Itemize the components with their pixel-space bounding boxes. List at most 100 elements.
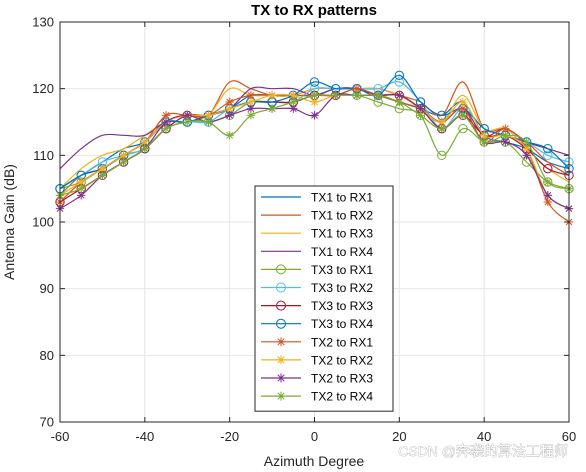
data-point: [437, 150, 447, 161]
x-tick-label: 60: [562, 429, 576, 444]
data-point: [183, 111, 192, 120]
legend-item: TX3 to RX2: [261, 281, 373, 295]
data-point: [501, 124, 510, 133]
data-point: [276, 264, 286, 275]
y-axis-label: Antenna Gain (dB): [1, 164, 17, 280]
data-point: [437, 124, 446, 133]
data-point: [246, 111, 256, 120]
data-point: [161, 111, 171, 120]
data-point: [331, 91, 340, 100]
data-point: [267, 91, 277, 100]
data-point: [310, 111, 319, 120]
data-point: [204, 117, 213, 127]
data-point: [276, 373, 286, 383]
legend-label: TX2 to RX3: [311, 372, 373, 386]
data-point: [352, 91, 362, 100]
data-point: [276, 282, 286, 293]
x-axis-label: Azimuth Degree: [264, 453, 365, 469]
data-point: [77, 177, 86, 187]
legend: TX1 to RX1 TX1 to RX2 TX1 to RX3 TX1 to RX4…: [254, 185, 394, 412]
x-tick-label: -60: [51, 429, 70, 444]
legend-label: TX3 to RX3: [311, 299, 373, 313]
x-tick-label: 20: [392, 429, 406, 444]
data-point: [225, 131, 234, 140]
legend-item: TX2 to RX3: [261, 372, 373, 386]
data-point: [416, 111, 425, 120]
data-point: [310, 91, 319, 100]
legend-item: TX1 to RX2: [261, 209, 373, 223]
legend-item: TX2 to RX1: [261, 335, 373, 349]
legend-item: TX1 to RX4: [261, 245, 373, 259]
legend-item: TX3 to RX4: [261, 317, 373, 331]
data-point: [140, 144, 150, 153]
x-tick-label: 40: [477, 429, 491, 444]
data-point: [225, 97, 234, 107]
legend-label: TX2 to RX4: [311, 390, 373, 404]
data-point: [543, 143, 553, 154]
x-tick-label: -20: [220, 429, 239, 444]
legend-item: TX1 to RX1: [261, 191, 373, 205]
y-tick-label: 70: [40, 415, 54, 430]
legend-item: TX3 to RX3: [261, 299, 373, 313]
x-tick-label: -40: [135, 429, 154, 444]
y-tick-label: 110: [33, 148, 54, 163]
y-tick-label: 80: [40, 348, 54, 363]
legend-label: TX2 to RX2: [311, 353, 373, 367]
y-tick-label: 100: [32, 215, 54, 230]
y-tick-label: 120: [32, 81, 54, 96]
legend-label: TX3 to RX2: [311, 281, 373, 295]
data-point: [458, 97, 468, 107]
data-point: [543, 191, 552, 200]
data-point: [225, 104, 234, 113]
legend-box: [254, 185, 394, 412]
data-point: [543, 163, 553, 174]
data-point: [501, 131, 510, 140]
legend-item: TX2 to RX2: [261, 353, 373, 367]
data-point: [543, 177, 552, 187]
data-point: [140, 137, 150, 147]
legend-label: TX3 to RX1: [311, 263, 373, 277]
data-point: [276, 337, 286, 347]
data-point: [543, 150, 553, 161]
legend-label: TX1 to RX1: [311, 191, 373, 205]
series-tx2-to-rx4: [55, 91, 574, 200]
data-point: [395, 97, 404, 107]
legend-item: TX3 to RX1: [261, 263, 373, 277]
data-point: [119, 157, 128, 167]
data-point: [276, 300, 286, 311]
data-point: [77, 184, 86, 193]
x-tick-label: 0: [311, 429, 318, 444]
data-point: [289, 97, 298, 107]
chart-title: TX to RX patterns: [251, 2, 377, 19]
data-point: [77, 191, 86, 200]
data-point: [479, 137, 489, 147]
data-point: [394, 70, 405, 81]
y-tick-label: 90: [40, 281, 54, 296]
data-point: [522, 151, 531, 160]
y-tick-label: 130: [32, 15, 54, 30]
data-point: [161, 124, 171, 133]
legend-label: TX2 to RX1: [311, 335, 373, 349]
data-point: [276, 318, 286, 329]
data-point: [267, 104, 277, 113]
watermark: CSDN @奔袭的算法工程师: [398, 443, 568, 459]
legend-label: TX1 to RX2: [311, 209, 373, 223]
data-point: [98, 171, 107, 180]
data-point: [276, 355, 286, 365]
data-point: [276, 391, 286, 401]
legend-label: TX3 to RX4: [311, 317, 373, 331]
data-point: [183, 117, 192, 127]
legend-label: TX1 to RX4: [311, 245, 373, 259]
data-point: [394, 77, 405, 87]
data-point: [309, 77, 320, 87]
series-layer: [55, 70, 574, 227]
data-point: [225, 111, 234, 120]
data-point: [458, 123, 468, 134]
data-point: [543, 197, 552, 207]
legend-item: TX1 to RX3: [261, 227, 373, 241]
legend-label: TX1 to RX3: [311, 227, 373, 241]
data-point: [289, 91, 298, 100]
data-point: [458, 111, 468, 120]
ticks: -60 -40 -20 0 20 40 60 70 80 90 100 110 120 130: [32, 15, 576, 445]
